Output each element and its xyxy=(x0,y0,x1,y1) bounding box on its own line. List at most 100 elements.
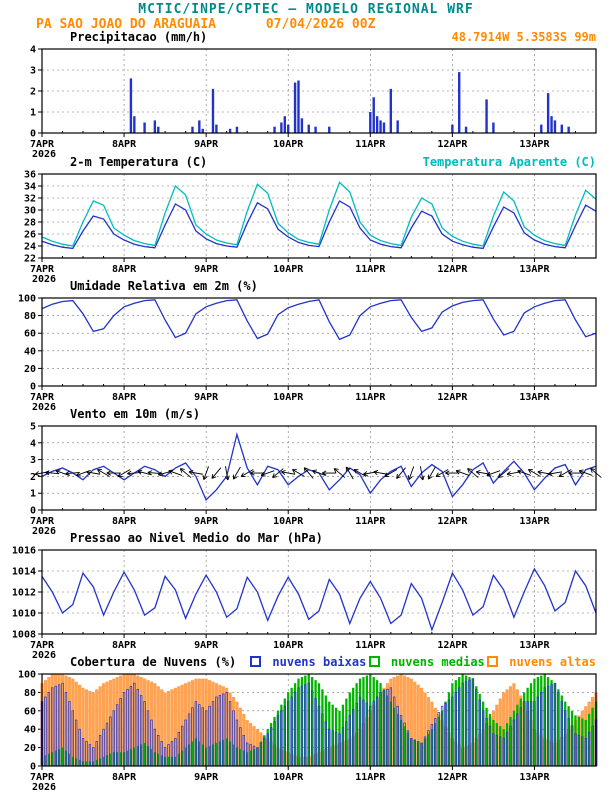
svg-text:2026: 2026 xyxy=(32,650,56,658)
svg-text:13APR: 13APR xyxy=(519,640,550,651)
svg-text:8APR: 8APR xyxy=(112,392,137,403)
legend-item-mid-clouds: nuvens medias xyxy=(368,655,485,669)
svg-text:7APR: 7APR xyxy=(30,640,55,651)
temperature-title: 2-m Temperatura (C) xyxy=(70,155,208,169)
svg-text:7APR: 7APR xyxy=(30,264,55,275)
panel-header-pressure: Pressao ao Nivel Medio do Mar (hPa) xyxy=(70,531,596,545)
svg-text:1: 1 xyxy=(30,108,36,119)
svg-text:9APR: 9APR xyxy=(194,772,219,783)
svg-text:13APR: 13APR xyxy=(519,516,550,527)
svg-text:1008: 1008 xyxy=(12,630,36,641)
svg-text:9APR: 9APR xyxy=(194,264,219,275)
svg-text:10APR: 10APR xyxy=(273,139,304,150)
station-coordinates: 48.7914W 5.3583S 99m xyxy=(451,30,597,44)
panel-header-humidity: Umidade Relativa em 2m (%) xyxy=(70,279,596,293)
svg-text:10APR: 10APR xyxy=(273,640,304,651)
humidity-title: Umidade Relativa em 2m (%) xyxy=(70,279,258,293)
svg-text:2026: 2026 xyxy=(32,526,56,534)
svg-text:100: 100 xyxy=(18,670,36,681)
svg-text:3: 3 xyxy=(30,66,36,77)
svg-text:9APR: 9APR xyxy=(194,640,219,651)
svg-text:26: 26 xyxy=(24,230,36,241)
station-name: PA SAO JOAO DO ARAGUAIA xyxy=(36,17,217,32)
svg-text:8APR: 8APR xyxy=(112,516,137,527)
svg-text:7APR: 7APR xyxy=(30,772,55,783)
svg-text:7APR: 7APR xyxy=(30,139,55,150)
svg-text:12APR: 12APR xyxy=(437,139,468,150)
svg-text:2026: 2026 xyxy=(32,402,56,410)
svg-text:13APR: 13APR xyxy=(519,139,550,150)
svg-text:9APR: 9APR xyxy=(194,139,219,150)
svg-text:8APR: 8APR xyxy=(112,139,137,150)
svg-text:12APR: 12APR xyxy=(437,516,468,527)
svg-text:2026: 2026 xyxy=(32,274,56,282)
svg-text:12APR: 12APR xyxy=(437,772,468,783)
svg-text:2026: 2026 xyxy=(32,149,56,157)
precipitation-title: Precipitacao (mm/h) xyxy=(70,30,208,44)
svg-text:8APR: 8APR xyxy=(112,264,137,275)
svg-text:11APR: 11APR xyxy=(355,264,386,275)
svg-text:40: 40 xyxy=(24,725,36,736)
svg-text:0: 0 xyxy=(30,129,36,140)
svg-text:10APR: 10APR xyxy=(273,516,304,527)
svg-text:34: 34 xyxy=(24,182,36,193)
panel-header-wind: Vento em 10m (m/s) xyxy=(70,407,596,421)
svg-text:60: 60 xyxy=(24,706,36,717)
panel-header-temperature: 2-m Temperatura (C) Temperatura Aparente… xyxy=(70,155,596,169)
svg-text:7APR: 7APR xyxy=(30,516,55,527)
legend-item-low-clouds: nuvens baixas xyxy=(250,655,366,669)
page-subtitle: PA SAO JOAO DO ARAGUAIA 07/04/2026 00Z xyxy=(36,17,375,32)
svg-text:11APR: 11APR xyxy=(355,640,386,651)
svg-text:11APR: 11APR xyxy=(355,139,386,150)
svg-text:1012: 1012 xyxy=(12,588,36,599)
legend-label-mid-clouds: nuvens medias xyxy=(390,655,485,669)
svg-text:8APR: 8APR xyxy=(112,640,137,651)
svg-text:11APR: 11APR xyxy=(355,516,386,527)
legend-item-high-clouds: nuvens altas xyxy=(487,655,596,669)
svg-text:2: 2 xyxy=(30,87,36,98)
svg-text:60: 60 xyxy=(24,329,36,340)
svg-text:13APR: 13APR xyxy=(519,772,550,783)
svg-text:4: 4 xyxy=(30,438,36,449)
svg-text:10APR: 10APR xyxy=(273,392,304,403)
page-title: MCTIC/INPE/CPTEC — MODELO REGIONAL WRF xyxy=(138,2,474,17)
svg-text:24: 24 xyxy=(24,242,36,253)
svg-text:1: 1 xyxy=(30,489,36,500)
svg-text:30: 30 xyxy=(24,206,36,217)
panel-header-precipitation: Precipitacao (mm/h) 48.7914W 5.3583S 99m xyxy=(70,30,596,44)
svg-text:28: 28 xyxy=(24,218,36,229)
legend-label-high-clouds: nuvens altas xyxy=(509,655,596,669)
legend-swatch-low-clouds-icon xyxy=(250,656,262,667)
svg-text:100: 100 xyxy=(18,294,36,305)
pressure-title: Pressao ao Nivel Medio do Mar (hPa) xyxy=(70,531,323,545)
svg-text:11APR: 11APR xyxy=(355,392,386,403)
svg-text:2: 2 xyxy=(30,472,36,483)
svg-text:22: 22 xyxy=(24,254,36,265)
model-run-datetime: 07/04/2026 00Z xyxy=(265,17,376,32)
svg-text:12APR: 12APR xyxy=(437,640,468,651)
svg-text:0: 0 xyxy=(30,762,36,773)
wind-title: Vento em 10m (m/s) xyxy=(70,407,201,421)
svg-text:2026: 2026 xyxy=(32,782,56,790)
svg-text:10APR: 10APR xyxy=(273,264,304,275)
svg-text:40: 40 xyxy=(24,346,36,357)
svg-text:10APR: 10APR xyxy=(273,772,304,783)
svg-text:20: 20 xyxy=(24,743,36,754)
legend-swatch-mid-clouds-icon xyxy=(368,656,380,667)
cloud-cover-title: Cobertura de Nuvens (%) xyxy=(70,655,237,669)
svg-text:0: 0 xyxy=(30,506,36,517)
legend-label-low-clouds: nuvens baixas xyxy=(272,655,367,669)
svg-text:4: 4 xyxy=(30,45,36,56)
svg-text:80: 80 xyxy=(24,311,36,322)
svg-text:0: 0 xyxy=(30,382,36,393)
svg-text:80: 80 xyxy=(24,688,36,699)
svg-text:5: 5 xyxy=(30,422,36,433)
svg-text:11APR: 11APR xyxy=(355,772,386,783)
